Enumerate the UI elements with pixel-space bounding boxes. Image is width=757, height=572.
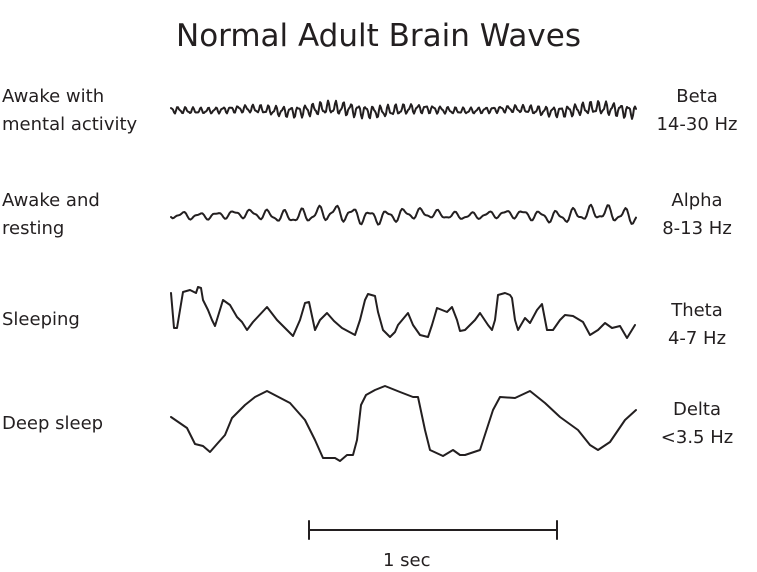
alpha-state-label: Awake and resting — [2, 187, 100, 243]
theta-band-label: Theta 4-7 Hz — [637, 297, 757, 353]
band-name: Alpha — [671, 190, 723, 211]
band-frequency: 8-13 Hz — [662, 218, 732, 239]
label-line: mental activity — [2, 114, 138, 135]
alpha-wave — [170, 203, 637, 226]
scale-bar-label: 1 sec — [383, 550, 431, 571]
delta-state-label: Deep sleep — [2, 413, 104, 434]
band-name: Theta — [671, 300, 723, 321]
theta-state-label: Sleeping — [2, 309, 80, 330]
label-line: Awake and — [2, 190, 100, 211]
delta-wave — [170, 385, 637, 462]
scale-bar — [308, 520, 558, 540]
band-name: Delta — [672, 399, 722, 420]
theta-wave — [170, 286, 636, 339]
diagram-title: Normal Adult Brain Waves — [176, 18, 581, 54]
band-frequency: 14-30 Hz — [656, 114, 738, 135]
band-frequency: <3.5 Hz — [660, 427, 734, 448]
beta-state-label: Awake with mental activity — [2, 83, 137, 139]
band-frequency: 4-7 Hz — [667, 328, 727, 349]
label-line: resting — [2, 218, 65, 239]
beta-wave — [170, 99, 637, 120]
beta-band-label: Beta 14-30 Hz — [637, 83, 757, 139]
alpha-band-label: Alpha 8-13 Hz — [637, 187, 757, 243]
label-line: Awake with — [2, 86, 105, 107]
band-name: Beta — [676, 86, 718, 107]
delta-band-label: Delta <3.5 Hz — [637, 396, 757, 452]
